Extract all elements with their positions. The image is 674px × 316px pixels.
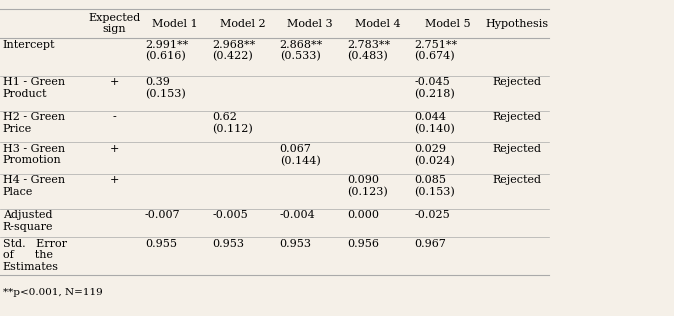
Text: Model 3: Model 3 <box>287 19 333 29</box>
Text: Rejected: Rejected <box>493 175 542 185</box>
Text: H4 - Green
Place: H4 - Green Place <box>3 175 65 197</box>
Text: +: + <box>110 77 119 88</box>
Text: 2.991**
(0.616): 2.991** (0.616) <box>145 40 188 62</box>
Text: 0.956: 0.956 <box>347 239 379 249</box>
Text: Model 2: Model 2 <box>220 19 266 29</box>
Text: 2.868**
(0.533): 2.868** (0.533) <box>280 40 323 62</box>
Text: -0.007: -0.007 <box>145 210 181 220</box>
Text: 0.62
(0.112): 0.62 (0.112) <box>212 112 253 134</box>
Text: 0.967: 0.967 <box>415 239 446 249</box>
Text: Std.   Error
of      the
Estimates: Std. Error of the Estimates <box>3 239 67 272</box>
Text: 0.953: 0.953 <box>212 239 244 249</box>
Text: Expected
sign: Expected sign <box>88 13 141 34</box>
Text: Intercept: Intercept <box>3 40 55 50</box>
Text: -0.045
(0.218): -0.045 (0.218) <box>415 77 455 100</box>
Text: 0.955: 0.955 <box>145 239 177 249</box>
Text: 0.000: 0.000 <box>347 210 379 220</box>
Text: 0.085
(0.153): 0.085 (0.153) <box>415 175 455 198</box>
Text: Rejected: Rejected <box>493 112 542 122</box>
Text: H1 - Green
Product: H1 - Green Product <box>3 77 65 99</box>
Text: **p<0.001, N=119: **p<0.001, N=119 <box>3 288 102 296</box>
Text: 0.090
(0.123): 0.090 (0.123) <box>347 175 388 198</box>
Text: -: - <box>113 112 117 122</box>
Text: 0.067
(0.144): 0.067 (0.144) <box>280 144 320 166</box>
Text: 0.953: 0.953 <box>280 239 311 249</box>
Text: 2.968**
(0.422): 2.968** (0.422) <box>212 40 255 62</box>
Text: 0.39
(0.153): 0.39 (0.153) <box>145 77 185 100</box>
Text: 2.783**
(0.483): 2.783** (0.483) <box>347 40 390 62</box>
Text: 0.044
(0.140): 0.044 (0.140) <box>415 112 455 134</box>
Text: Hypothesis: Hypothesis <box>486 19 549 29</box>
Text: +: + <box>110 175 119 185</box>
Text: Model 5: Model 5 <box>425 19 471 29</box>
Text: +: + <box>110 144 119 154</box>
Text: Rejected: Rejected <box>493 77 542 88</box>
Text: -0.004: -0.004 <box>280 210 315 220</box>
Text: Rejected: Rejected <box>493 144 542 154</box>
Text: -0.025: -0.025 <box>415 210 450 220</box>
Text: 2.751**
(0.674): 2.751** (0.674) <box>415 40 458 62</box>
Text: H2 - Green
Price: H2 - Green Price <box>3 112 65 134</box>
Text: H3 - Green
Promotion: H3 - Green Promotion <box>3 144 65 165</box>
Text: Adjusted
R-square: Adjusted R-square <box>3 210 53 232</box>
Text: Model 1: Model 1 <box>152 19 198 29</box>
Text: Model 4: Model 4 <box>355 19 400 29</box>
Text: -0.005: -0.005 <box>212 210 248 220</box>
Text: 0.029
(0.024): 0.029 (0.024) <box>415 144 455 166</box>
